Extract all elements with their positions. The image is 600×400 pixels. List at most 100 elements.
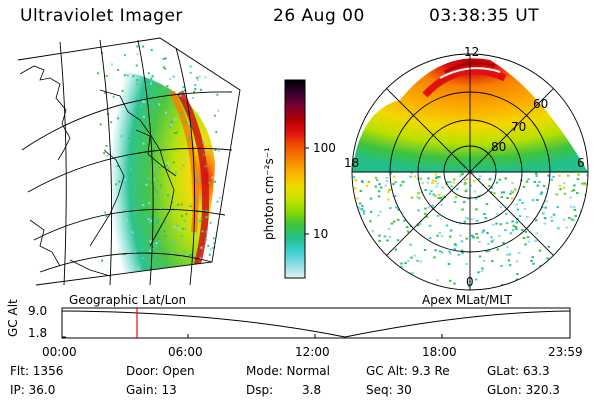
speckle-dot <box>438 250 442 253</box>
speckle-dot <box>148 202 151 205</box>
speckle-dot <box>117 281 120 284</box>
speckle-dot <box>189 125 192 128</box>
geographic-latitude: GLat: 63.3 <box>487 364 550 378</box>
speckle-dot <box>460 173 464 176</box>
speckle-dot <box>463 178 467 181</box>
speckle-dot <box>148 221 151 224</box>
speckle-dot <box>184 89 186 92</box>
speckle-dot <box>452 181 456 184</box>
speckle-dot <box>459 234 462 237</box>
speckle-dot <box>397 218 400 221</box>
speckle-dot <box>467 285 471 288</box>
speckle-dot <box>207 244 210 247</box>
speckle-dot <box>418 197 421 200</box>
speckle-dot <box>453 200 457 203</box>
sequence-number: Seq: 30 <box>366 383 412 397</box>
speckle-dot <box>195 180 198 183</box>
speckle-dot <box>218 196 221 199</box>
speckle-dot <box>565 226 569 229</box>
speckle-dot <box>132 75 135 78</box>
speckle-dot <box>150 241 153 244</box>
speckle-dot <box>169 77 172 80</box>
speckle-dot <box>474 278 478 281</box>
speckle-dot <box>105 75 108 78</box>
speckle-dot <box>173 132 176 134</box>
speckle-dot <box>208 253 211 256</box>
speckle-dot <box>493 192 496 195</box>
speckle-dot <box>543 222 547 225</box>
speckle-dot <box>475 233 478 235</box>
observation-time: 03:38:35 UT <box>429 6 540 26</box>
speckle-dot <box>524 243 527 246</box>
speckle-dot <box>360 208 364 211</box>
speckle-dot <box>180 203 183 206</box>
speckle-dot <box>485 250 488 253</box>
speckle-dot <box>103 152 106 155</box>
speckle-dot <box>192 142 194 145</box>
speckle-dot <box>209 248 212 251</box>
speckle-dot <box>135 64 138 67</box>
speckle-dot <box>552 213 556 216</box>
speckle-dot <box>202 153 205 156</box>
speckle-dot <box>460 249 464 252</box>
speckle-dot <box>131 143 134 145</box>
speckle-dot <box>388 236 392 238</box>
mlat-label-60: 60 <box>533 97 549 111</box>
speckle-dot <box>208 182 211 184</box>
speckle-dot <box>182 227 184 230</box>
speckle-dot <box>492 223 495 226</box>
speckle-dot <box>572 189 576 192</box>
speckle-dot <box>141 100 144 103</box>
speckle-dot <box>491 260 494 263</box>
speckle-dot <box>365 184 369 187</box>
speckle-dot <box>166 85 169 88</box>
speckle-dot <box>189 71 192 74</box>
speckle-dot <box>163 87 165 89</box>
speckle-dot <box>163 221 166 224</box>
speckle-dot <box>110 63 113 66</box>
speckle-dot <box>194 84 197 87</box>
speckle-dot <box>158 166 161 169</box>
speckle-dot <box>453 178 456 181</box>
speckle-dot <box>378 234 381 237</box>
speckle-dot <box>498 234 501 237</box>
speckle-dot <box>195 172 197 175</box>
speckle-dot <box>538 249 542 252</box>
speckle-dot <box>490 240 494 243</box>
speckle-dot <box>502 241 505 244</box>
speckle-dot <box>162 66 165 69</box>
speckle-dot <box>110 121 113 124</box>
speckle-dot <box>495 222 498 225</box>
observation-date: 26 Aug 00 <box>273 6 365 26</box>
speckle-dot <box>116 164 119 167</box>
speckle-dot <box>547 245 551 248</box>
speckle-dot <box>196 199 199 202</box>
speckle-dot <box>474 197 478 200</box>
speckle-dot <box>479 175 482 178</box>
speckle-dot <box>544 206 547 209</box>
speckle-dot <box>470 218 474 221</box>
speckle-dot <box>199 194 202 197</box>
speckle-dot <box>535 174 538 177</box>
speckle-dot <box>120 135 123 138</box>
speckle-dot <box>465 263 468 265</box>
polar-image <box>351 53 589 291</box>
speckle-dot <box>472 236 475 238</box>
speckle-dot <box>499 223 502 226</box>
speckle-dot <box>437 197 441 199</box>
speckle-dot <box>557 227 560 230</box>
speckle-dot <box>482 229 486 232</box>
colorbar-unit-label: photon cm⁻²s⁻¹ <box>262 147 276 240</box>
speckle-dot <box>516 273 519 276</box>
speckle-dot <box>217 109 220 112</box>
speckle-dot <box>527 178 530 181</box>
speckle-dot <box>173 225 176 228</box>
speckle-dot <box>185 157 187 160</box>
speckle-dot <box>124 54 126 56</box>
speckle-dot <box>562 187 566 189</box>
speckle-dot <box>399 184 403 187</box>
speckle-dot <box>104 91 107 94</box>
speckle-dot <box>428 192 432 195</box>
time-tick-1200: 12:00 <box>295 345 330 359</box>
geographic-longitude: GLon: 320.3 <box>487 383 560 397</box>
